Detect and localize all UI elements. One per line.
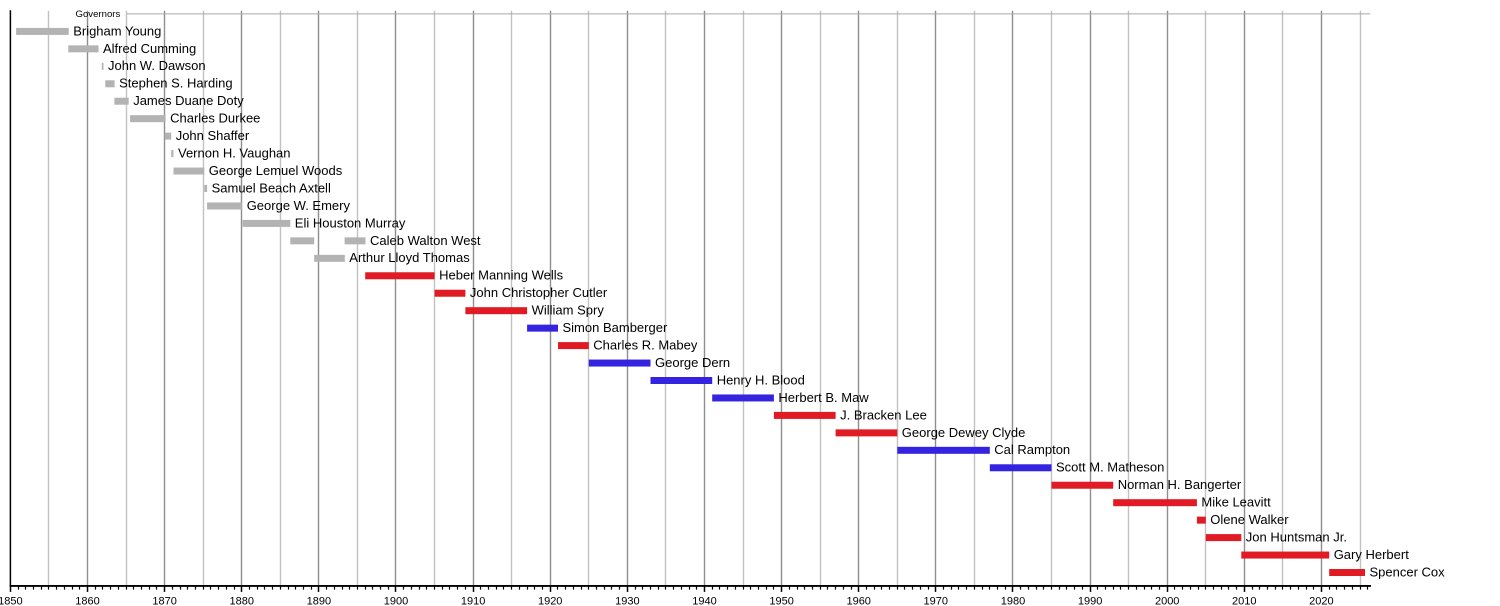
svg-text:Eli Houston Murray: Eli Houston Murray [295, 215, 406, 230]
svg-text:Samuel Beach Axtell: Samuel Beach Axtell [212, 180, 331, 195]
svg-text:1970: 1970 [924, 595, 948, 606]
svg-text:James Duane Doty: James Duane Doty [133, 93, 244, 108]
svg-text:Brigham Young: Brigham Young [73, 23, 161, 38]
svg-text:Charles Durkee: Charles Durkee [170, 111, 260, 126]
svg-text:John Shaffer: John Shaffer [176, 128, 250, 143]
svg-text:1920: 1920 [538, 595, 562, 606]
svg-text:Stephen S. Harding: Stephen S. Harding [119, 76, 232, 91]
svg-text:Jon Huntsman Jr.: Jon Huntsman Jr. [1246, 530, 1347, 545]
svg-text:1960: 1960 [846, 595, 870, 606]
svg-text:Cal Rampton: Cal Rampton [994, 442, 1070, 457]
svg-text:2000: 2000 [1155, 595, 1179, 606]
svg-text:Alfred Cumming: Alfred Cumming [103, 41, 196, 56]
svg-text:Heber Manning Wells: Heber Manning Wells [439, 268, 564, 283]
svg-text:William Spry: William Spry [532, 303, 605, 318]
svg-text:Scott M. Matheson: Scott M. Matheson [1056, 460, 1164, 475]
svg-text:1950: 1950 [769, 595, 793, 606]
svg-text:1870: 1870 [152, 595, 176, 606]
svg-text:Norman H. Bangerter: Norman H. Bangerter [1118, 477, 1242, 492]
svg-text:Spencer Cox: Spencer Cox [1370, 564, 1446, 579]
svg-text:1940: 1940 [692, 595, 716, 606]
svg-text:Charles R. Mabey: Charles R. Mabey [593, 338, 698, 353]
svg-text:1930: 1930 [615, 595, 639, 606]
svg-text:Henry H. Blood: Henry H. Blood [717, 372, 805, 387]
svg-text:1980: 1980 [1001, 595, 1025, 606]
svg-text:George Dern: George Dern [655, 355, 730, 370]
svg-text:Herbert B. Maw: Herbert B. Maw [778, 390, 869, 405]
svg-text:1890: 1890 [307, 595, 331, 606]
svg-text:Gary Herbert: Gary Herbert [1334, 547, 1410, 562]
svg-text:2010: 2010 [1232, 595, 1256, 606]
svg-text:Governors: Governors [76, 9, 121, 20]
svg-text:1990: 1990 [1078, 595, 1102, 606]
svg-text:John W. Dawson: John W. Dawson [108, 58, 206, 73]
svg-text:Vernon H. Vaughan: Vernon H. Vaughan [178, 146, 291, 161]
svg-text:J. Bracken Lee: J. Bracken Lee [840, 407, 927, 422]
svg-text:Caleb Walton West: Caleb Walton West [370, 233, 481, 248]
svg-text:George Dewey Clyde: George Dewey Clyde [902, 425, 1026, 440]
svg-text:George Lemuel Woods: George Lemuel Woods [209, 163, 343, 178]
svg-text:1860: 1860 [75, 595, 99, 606]
svg-text:Olene Walker: Olene Walker [1210, 512, 1289, 527]
svg-text:2020: 2020 [1309, 595, 1333, 606]
svg-text:John Christopher Cutler: John Christopher Cutler [470, 285, 608, 300]
svg-text:Mike Leavitt: Mike Leavitt [1201, 495, 1271, 510]
svg-text:1880: 1880 [230, 595, 254, 606]
svg-text:1850: 1850 [0, 595, 23, 606]
svg-text:1910: 1910 [461, 595, 485, 606]
svg-text:George W. Emery: George W. Emery [247, 198, 351, 213]
svg-text:Arthur Lloyd Thomas: Arthur Lloyd Thomas [349, 250, 470, 265]
svg-text:Simon Bamberger: Simon Bamberger [563, 320, 668, 335]
svg-text:1900: 1900 [384, 595, 408, 606]
